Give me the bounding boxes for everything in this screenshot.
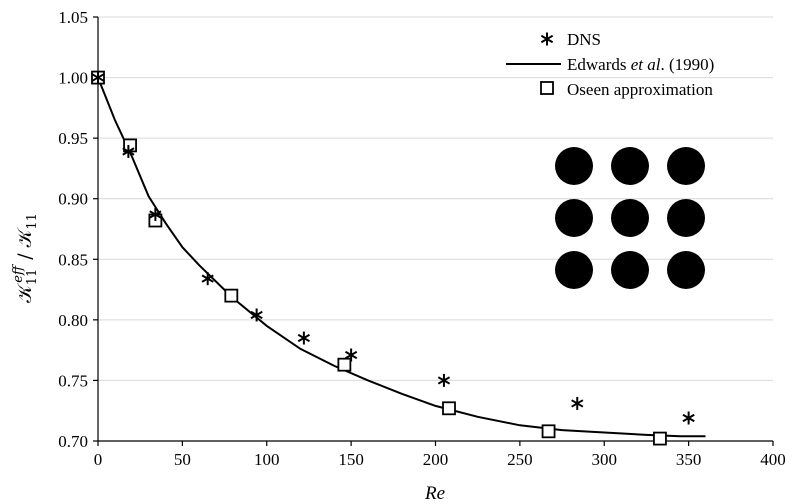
cylinder bbox=[667, 199, 705, 237]
x-tick-label: 300 bbox=[592, 450, 618, 469]
dns-legend-asterisk bbox=[540, 32, 554, 46]
y-tick-label: 0.90 bbox=[58, 190, 88, 209]
y-axis-title: 𝒦11eff / 𝒦11 bbox=[11, 213, 40, 303]
svg-text:𝒦11eff / 𝒦11: 𝒦11eff / 𝒦11 bbox=[11, 213, 40, 303]
oseen-point bbox=[541, 424, 556, 439]
x-tick-label: 50 bbox=[174, 450, 191, 469]
y-tick-label: 0.75 bbox=[58, 371, 88, 390]
legend: DNS Edwards et al. (1990) Oseen approxim… bbox=[506, 30, 714, 99]
cylinder bbox=[555, 147, 593, 185]
y-title-k2: 𝒦 bbox=[14, 227, 36, 247]
cylinder bbox=[667, 251, 705, 289]
legend-oseen-label: Oseen approximation bbox=[567, 80, 713, 99]
grid-layer bbox=[98, 16, 773, 381]
oseen-point bbox=[224, 288, 239, 303]
legend-edwards-label: Edwards et al. (1990) bbox=[567, 55, 714, 74]
axes: 0.70 0.75 0.80 0.85 0.90 0.95 1.00 1.05 0 50 100 15… bbox=[58, 8, 786, 469]
cylinder bbox=[667, 147, 705, 185]
x-tick-label: 150 bbox=[338, 450, 364, 469]
dns-point bbox=[571, 396, 584, 410]
dns-point bbox=[250, 308, 263, 322]
legend-dns-label: DNS bbox=[567, 30, 601, 49]
y-title-sub1: 11 bbox=[25, 269, 40, 286]
y-tick-label: 0.95 bbox=[58, 129, 88, 148]
dns-point bbox=[344, 348, 358, 362]
y-title-sup1: eff bbox=[11, 263, 26, 283]
y-tick-label: 0.70 bbox=[58, 432, 88, 451]
x-tick-label: 400 bbox=[760, 450, 786, 469]
y-tick-label: 1.05 bbox=[58, 8, 88, 27]
y-title-k1: 𝒦 bbox=[14, 283, 36, 303]
cylinder bbox=[555, 251, 593, 289]
x-tick-label: 350 bbox=[676, 450, 702, 469]
dns-point bbox=[201, 272, 214, 286]
dns-point bbox=[149, 207, 162, 221]
y-tick-label: 0.85 bbox=[58, 250, 88, 269]
y-tick-label: 1.00 bbox=[58, 69, 88, 88]
oseen-series bbox=[91, 70, 667, 446]
edwards-series bbox=[97, 77, 706, 438]
dns-point bbox=[682, 411, 695, 425]
x-tick-label: 100 bbox=[254, 450, 280, 469]
cylinder bbox=[611, 251, 649, 289]
dns-point bbox=[91, 71, 105, 85]
legend-dns-marker bbox=[540, 32, 554, 46]
legend-dns: DNS bbox=[540, 30, 601, 49]
legend-oseen: Oseen approximation bbox=[540, 80, 713, 99]
cylinder-array-inset bbox=[555, 147, 705, 289]
legend-edwards: Edwards et al. (1990) bbox=[506, 55, 714, 74]
edwards-curve bbox=[97, 77, 706, 438]
x-axis-title: Re bbox=[424, 483, 445, 504]
legend-oseen-marker bbox=[540, 81, 554, 95]
cylinder bbox=[611, 199, 649, 237]
dns-series bbox=[91, 71, 695, 425]
oseen-point bbox=[442, 401, 456, 416]
cylinder bbox=[611, 147, 649, 185]
dns-point bbox=[297, 331, 311, 345]
dns-point bbox=[122, 144, 135, 158]
x-tick-label: 0 bbox=[94, 450, 103, 469]
dns-point bbox=[437, 373, 451, 387]
x-tick-label: 200 bbox=[423, 450, 449, 469]
oseen-point bbox=[337, 357, 352, 372]
y-title-sub2: 11 bbox=[25, 213, 40, 230]
y-tick-label: 0.80 bbox=[58, 311, 88, 330]
x-tick-label: 250 bbox=[507, 450, 533, 469]
y-title-slash: / bbox=[14, 247, 36, 265]
oseen-point bbox=[653, 431, 667, 446]
cylinder bbox=[555, 199, 593, 237]
